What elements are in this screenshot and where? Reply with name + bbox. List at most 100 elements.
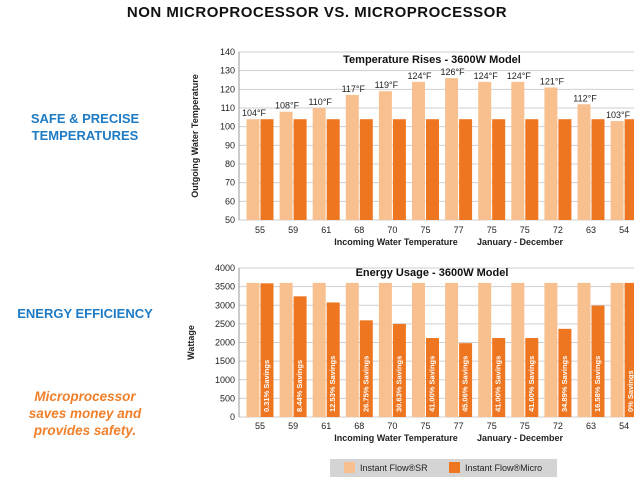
energy-ytick-label: 2000 bbox=[215, 338, 235, 348]
temp-ytick-label: 50 bbox=[225, 215, 235, 225]
energy-savings-label: 41.00% Savings bbox=[527, 356, 536, 412]
energy-ytick-label: 4000 bbox=[215, 263, 235, 273]
energy-ytick-label: 500 bbox=[220, 393, 235, 403]
energy-ytick-label: 1000 bbox=[215, 375, 235, 385]
temp-ytick-label: 90 bbox=[225, 140, 235, 150]
legend-label-sr: Instant Flow®SR bbox=[360, 462, 428, 473]
temp-data-label: 124°F bbox=[507, 71, 532, 81]
temp-bar-micro bbox=[459, 119, 473, 220]
temp-bar-sr bbox=[445, 78, 459, 220]
safe-label-line1: SAFE & PRECISE bbox=[30, 111, 140, 126]
energy-bar-sr bbox=[412, 282, 425, 417]
energy-savings-label: 41.00% Savings bbox=[494, 356, 503, 412]
temp-ytick-label: 70 bbox=[225, 178, 235, 188]
energy-ytick-label: 3000 bbox=[215, 300, 235, 310]
energy-savings-label: 16.58% Savings bbox=[593, 356, 602, 412]
temp-xlabel-months: January - December bbox=[477, 237, 564, 247]
temp-xtick-label: 63 bbox=[586, 225, 596, 235]
energy-bar-micro bbox=[392, 323, 406, 417]
energy-xtick-label: 75 bbox=[487, 421, 497, 431]
energy-savings-label: 45.06% Savings bbox=[461, 356, 470, 412]
energy-xtick-label: 77 bbox=[454, 421, 464, 431]
energy-bar-sr bbox=[279, 282, 293, 417]
temp-data-label: 124°F bbox=[474, 71, 499, 81]
temp-xtick-label: 75 bbox=[487, 225, 497, 235]
temp-bar-sr bbox=[412, 81, 425, 220]
temp-bar-sr bbox=[478, 81, 492, 220]
energy-bar-micro bbox=[624, 282, 634, 417]
temp-bar-micro bbox=[426, 119, 439, 220]
energy-savings-label: 41.00% Savings bbox=[427, 356, 436, 412]
temp-xtick-label: 70 bbox=[387, 225, 397, 235]
temp-xtick-label: 77 bbox=[454, 225, 464, 235]
energy-xlabel-months: January - December bbox=[477, 433, 564, 443]
energy-bar-sr bbox=[312, 282, 326, 417]
temp-xtick-label: 75 bbox=[420, 225, 430, 235]
temp-bar-sr bbox=[246, 119, 260, 220]
energy-savings-label: 0.31% Savings bbox=[262, 360, 271, 412]
temp-data-label: 103°F bbox=[606, 110, 631, 120]
energy-savings-label: 34.89% Savings bbox=[560, 356, 569, 412]
temp-xtick-label: 75 bbox=[520, 225, 530, 235]
energy-xtick-label: 75 bbox=[420, 421, 430, 431]
energy-savings-label: 0% Savings bbox=[626, 370, 634, 412]
temp-data-label: 119°F bbox=[375, 80, 399, 90]
energy-bar-sr bbox=[345, 282, 359, 417]
energy-xtick-label: 55 bbox=[255, 421, 265, 431]
energy-bar-sr bbox=[378, 282, 392, 417]
temp-xtick-label: 68 bbox=[354, 225, 364, 235]
temp-ytick-label: 120 bbox=[220, 84, 235, 94]
temp-xtick-label: 55 bbox=[255, 225, 265, 235]
tagline-line2: saves money and bbox=[28, 406, 142, 421]
temp-bar-sr bbox=[345, 94, 359, 220]
energy-bar-sr bbox=[445, 282, 459, 417]
legend: Instant Flow®SR Instant Flow®Micro bbox=[330, 459, 557, 477]
temp-bar-micro bbox=[525, 119, 539, 220]
temp-bar-sr bbox=[544, 87, 558, 220]
legend-label-micro: Instant Flow®Micro bbox=[465, 462, 543, 473]
safe-label-line2: TEMPERATURES bbox=[31, 128, 139, 143]
temp-data-label: 104°F bbox=[242, 108, 267, 118]
energy-bar-micro bbox=[359, 320, 373, 417]
legend-item-micro: Instant Flow®Micro bbox=[449, 462, 542, 473]
temp-data-label: 117°F bbox=[342, 84, 366, 94]
temp-bar-sr bbox=[511, 81, 525, 220]
energy-ytick-label: 2500 bbox=[215, 319, 235, 329]
energy-xtick-label: 54 bbox=[619, 421, 629, 431]
energy-savings-label: 12.53% Savings bbox=[328, 356, 337, 412]
tagline: Microprocessor saves money and provides … bbox=[0, 388, 170, 439]
tagline-line1: Microprocessor bbox=[34, 389, 136, 404]
temp-ytick-label: 60 bbox=[225, 196, 235, 206]
energy-savings-label: 30.63% Savings bbox=[394, 356, 403, 412]
temp-data-label: 124°F bbox=[407, 71, 432, 81]
temp-xtick-label: 54 bbox=[619, 225, 629, 235]
energy-bar-micro bbox=[293, 296, 307, 417]
energy-savings-label: 8.44% Savings bbox=[295, 360, 304, 412]
energy-bar-sr bbox=[577, 282, 591, 417]
energy-bar-micro bbox=[558, 328, 572, 417]
legend-item-sr: Instant Flow®SR bbox=[344, 462, 428, 473]
temp-bar-micro bbox=[492, 119, 506, 220]
energy-ylabel: Wattage bbox=[186, 325, 196, 360]
temp-bar-sr bbox=[279, 111, 293, 220]
energy-efficiency-label: ENERGY EFFICIENCY bbox=[17, 306, 153, 321]
energy-bar-sr bbox=[610, 282, 624, 417]
energy-ytick-label: 1500 bbox=[215, 356, 235, 366]
energy-bar-sr bbox=[544, 282, 558, 417]
energy-savings-label: 26.75% Savings bbox=[361, 356, 370, 412]
temp-xlabel: Incoming Water Temperature bbox=[334, 237, 458, 247]
energy-xtick-label: 68 bbox=[354, 421, 364, 431]
page-title: NON MICROPROCESSOR VS. MICROPROCESSOR bbox=[126, 4, 508, 21]
temp-bar-micro bbox=[591, 119, 605, 220]
temp-ytick-label: 130 bbox=[220, 66, 235, 76]
temp-xtick-label: 61 bbox=[321, 225, 331, 235]
temp-chart-title: Temperature Rises - 3600W Model bbox=[343, 54, 521, 66]
energy-xtick-label: 75 bbox=[520, 421, 530, 431]
temp-data-label: 121°F bbox=[540, 76, 565, 86]
temp-bar-sr bbox=[312, 108, 326, 220]
temp-bar-micro bbox=[392, 119, 406, 220]
temp-bar-micro bbox=[624, 119, 634, 220]
legend-swatch-sr bbox=[344, 462, 355, 473]
energy-bar-micro bbox=[459, 343, 473, 417]
